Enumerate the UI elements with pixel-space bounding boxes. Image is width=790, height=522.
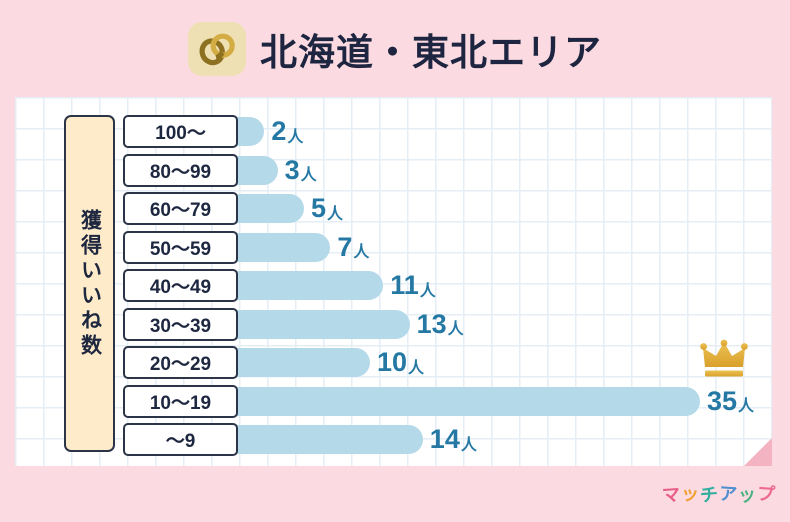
category-label-box: 40〜49 (123, 269, 238, 302)
header: 北海道・東北エリア (0, 0, 790, 97)
brand-logo: マッチアップ (661, 481, 777, 507)
chart-card: 獲得いいね数 100〜 2 人 80〜99 3 人 60〜79 5 人 50〜59 7 人 40〜49 1… (15, 97, 772, 466)
bar (219, 310, 410, 339)
bar (219, 425, 423, 454)
wedding-rings-icon (188, 21, 246, 76)
category-label-box: 50〜59 (123, 231, 238, 264)
category-label-box: 20〜29 (123, 346, 238, 379)
category-label-box: 80〜99 (123, 154, 238, 187)
bar (219, 348, 370, 377)
value-label: 10 人 (377, 347, 425, 377)
value-label: 35 人 (707, 385, 755, 416)
logo-char: マ (661, 484, 682, 506)
bar (219, 271, 383, 300)
logo-char: ッ (680, 483, 701, 505)
logo-char: ア (718, 483, 739, 505)
y-axis-label: 獲得いいね数 (78, 208, 102, 359)
rings-svg (199, 33, 235, 65)
crown-icon (699, 339, 749, 379)
y-axis-label-box: 獲得いいね数 (64, 115, 115, 452)
value-label: 14 人 (429, 424, 477, 454)
logo-char: プ (756, 483, 777, 505)
category-label-box: 60〜79 (123, 192, 238, 225)
logo-char: チ (699, 484, 720, 506)
category-label-box: 〜9 (123, 423, 238, 456)
logo-char: ッ (737, 484, 758, 506)
category-label-box: 10〜19 (123, 385, 238, 418)
page-title: 北海道・東北エリア (260, 31, 602, 73)
bar (219, 387, 700, 416)
value-label: 13 人 (416, 308, 464, 339)
category-label-box: 100〜 (123, 115, 238, 148)
value-label: 11 人 (390, 270, 436, 300)
category-label-box: 30〜39 (123, 308, 238, 341)
